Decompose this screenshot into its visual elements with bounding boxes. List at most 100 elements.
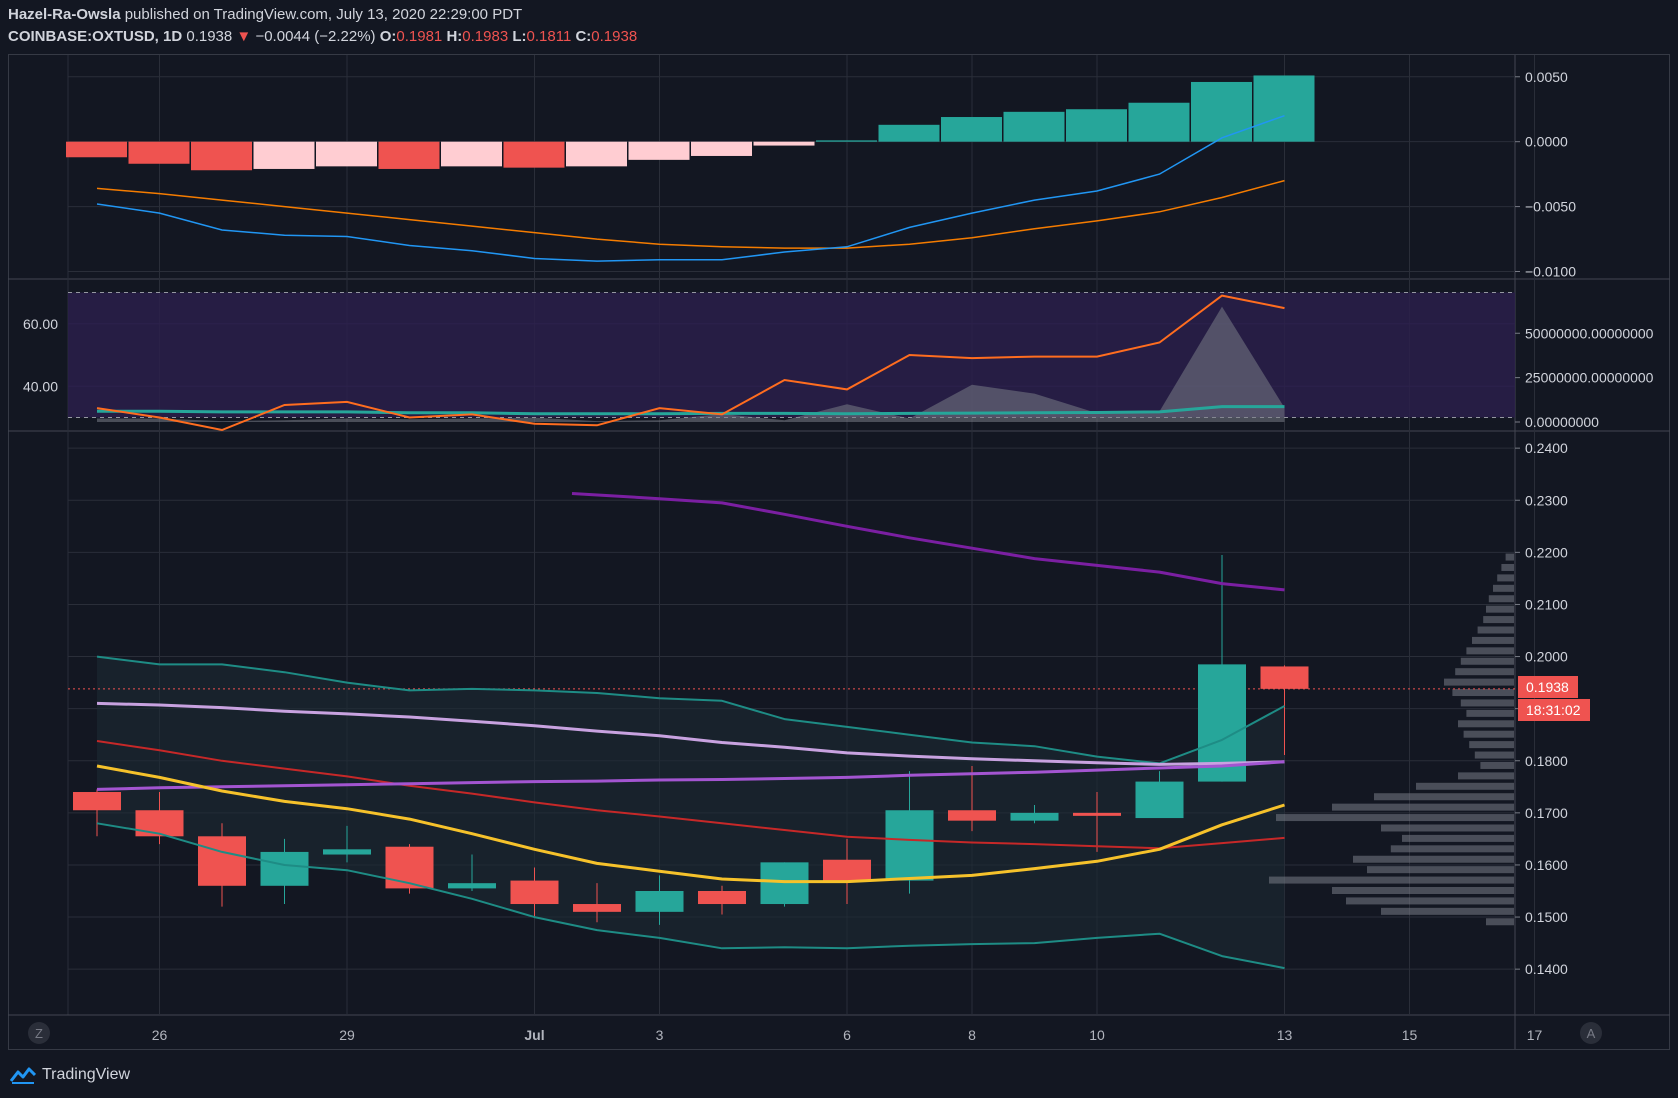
price-axis-label: 0.2100 (1525, 596, 1568, 612)
volume-profile-bar (1381, 907, 1514, 915)
candle-body (698, 891, 746, 905)
low-label: L: (512, 28, 527, 45)
macd-histogram-bar (1128, 102, 1190, 142)
volume-profile-bar (1390, 845, 1514, 853)
macd-histogram-bar (191, 141, 252, 171)
volume-profile-bar (1346, 897, 1514, 905)
rsi-ma-line (97, 405, 1285, 416)
bollinger-band-fill (97, 656, 1285, 969)
volume-profile-bar (1483, 616, 1514, 624)
ma-long-line (571, 492, 1285, 592)
open-label: O: (379, 28, 397, 45)
candle-body (823, 859, 871, 881)
candle-body (73, 792, 121, 811)
volume-profile-bar (1493, 584, 1514, 592)
volume-axis-label: 50000000.00000000 (1525, 325, 1654, 341)
macd-histogram-bar (441, 141, 502, 167)
volume-profile-bar (1488, 595, 1514, 603)
candle-body (385, 846, 434, 889)
volume-profile-bar (1477, 626, 1514, 634)
price-pane[interactable] (68, 492, 1515, 970)
volume-profile-bar (1505, 553, 1514, 561)
high-label: H: (446, 28, 463, 45)
rsi-axis-label: 60.00 (23, 316, 58, 332)
candle-body (510, 880, 559, 905)
volume-profile-bar (1367, 866, 1514, 874)
tradingview-logo[interactable]: TradingView (10, 1066, 130, 1084)
volume-profile-bar (1444, 678, 1514, 686)
open-value: 0.1981 (396, 28, 443, 45)
macd-histogram-bar (66, 141, 127, 158)
time-axis-label: 6 (843, 1027, 851, 1043)
volume-profile-bar (1402, 834, 1514, 842)
rsi-line (96, 294, 1285, 432)
close-value: 0.1938 (591, 28, 638, 45)
volume-area (97, 306, 1285, 423)
volume-profile-bar (1381, 824, 1514, 832)
candle-body (323, 849, 371, 855)
time-axis-label: 29 (339, 1027, 355, 1043)
volume-axis-label: 25000000.00000000 (1525, 370, 1654, 386)
volume-profile-bar (1458, 772, 1514, 780)
macd-histogram-bar (816, 140, 877, 142)
auto-scale-button[interactable]: A (1580, 1022, 1602, 1044)
volume-profile-bar (1374, 793, 1514, 801)
macd-histogram-bar (628, 141, 690, 160)
brand-name: TradingView (42, 1066, 131, 1083)
low-value: 0.1811 (526, 28, 572, 45)
volume-profile-bar (1332, 887, 1514, 895)
macd-axis-label: −0.0100 (1525, 264, 1576, 280)
macd-histogram-bar (378, 141, 440, 169)
price-axis-label: 0.1700 (1525, 805, 1568, 821)
last-price: 0.1938 (186, 28, 233, 45)
time-axis-label: 10 (1089, 1027, 1105, 1043)
macd-histogram-bar (566, 141, 627, 167)
candle-body (635, 891, 684, 912)
volume-profile-bar (1269, 876, 1514, 884)
countdown-tag-bg (1518, 699, 1590, 721)
candle-body (1010, 812, 1059, 821)
volume-profile-bar (1353, 855, 1514, 863)
volume-axis-label: 0.00000000 (1525, 414, 1599, 430)
volume-profile-bar (1497, 574, 1514, 582)
volume-profile-bar (1276, 814, 1514, 822)
macd-histogram-bar (503, 141, 565, 168)
price-axis-label: 0.1500 (1525, 909, 1568, 925)
macd-histogram-bar (1191, 81, 1252, 142)
author-name[interactable]: Hazel-Ra-Owsla (8, 6, 121, 23)
tradingview-icon (10, 1067, 36, 1084)
price-axis-label: 0.2400 (1525, 440, 1568, 456)
undo-zoom-button[interactable]: Z (28, 1022, 50, 1044)
volume-profile-bar (1474, 751, 1514, 759)
volume-profile-bar (1486, 918, 1514, 926)
macd-histogram-bar (691, 141, 752, 156)
macd-histogram-bar (316, 141, 377, 167)
candle-body (135, 810, 184, 837)
macd-pane[interactable] (66, 75, 1315, 262)
macd-histogram-bar (1253, 75, 1315, 142)
candle-body (573, 904, 621, 912)
candle-body (1260, 666, 1309, 689)
rsi-volume-pane[interactable] (68, 292, 1515, 432)
macd-line (96, 114, 1285, 262)
candle-body (948, 810, 996, 821)
macd-histogram-bar (1066, 109, 1127, 142)
macd-histogram-bar (941, 117, 1002, 142)
publish-text: published on TradingView.com, July 13, 2… (124, 6, 523, 23)
ma-yellow-line (96, 764, 1285, 884)
countdown-tag: 18:31:02 (1526, 702, 1581, 718)
down-arrow-icon: ▼ (236, 28, 252, 45)
time-axis-label: Jul (524, 1027, 544, 1043)
price-tags: 0.1938 18:31:02 (1518, 676, 1590, 721)
macd-axis-label: −0.0050 (1525, 199, 1576, 215)
macd-histogram-bar (253, 141, 315, 169)
symbol-name[interactable]: COINBASE:OXTUSD, 1D (8, 28, 183, 45)
publish-info: Hazel-Ra-Owsla published on TradingView.… (8, 6, 522, 23)
volume-profile-bar (1460, 699, 1514, 707)
candle-body (198, 836, 246, 886)
candle-body (760, 862, 809, 905)
price-axis-label: 0.1800 (1525, 753, 1568, 769)
price-axis-label: 0.2000 (1525, 649, 1568, 665)
last-price-tag-bg (1518, 676, 1578, 698)
